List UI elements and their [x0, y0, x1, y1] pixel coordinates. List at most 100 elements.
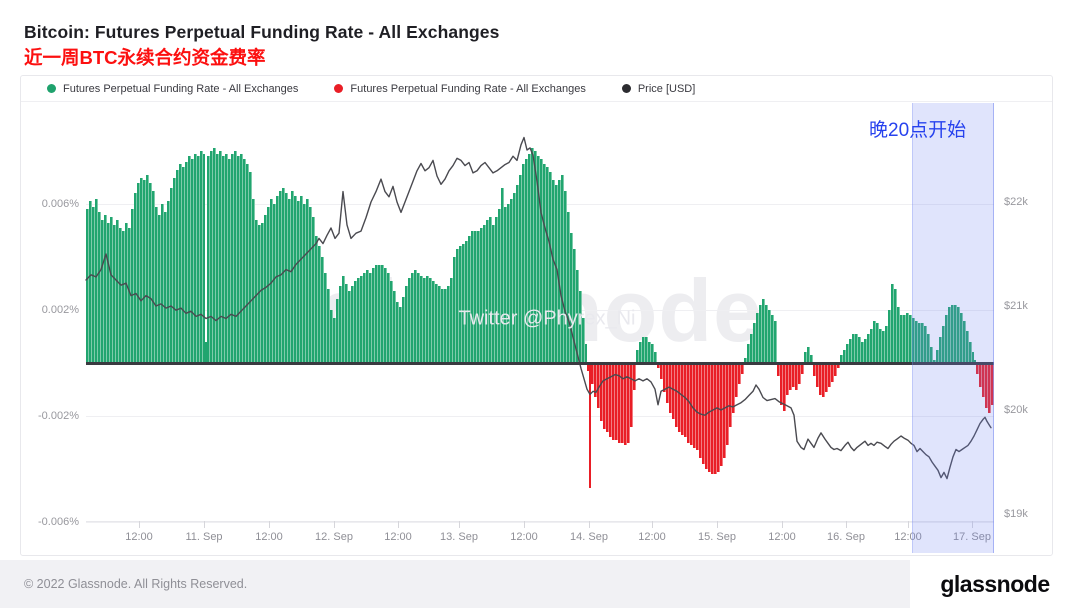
- funding-bar-positive: [225, 153, 228, 363]
- funding-bar-positive: [759, 304, 762, 363]
- funding-bar-positive: [480, 227, 483, 363]
- funding-bar-negative: [587, 363, 589, 371]
- funding-bar-positive: [651, 344, 654, 363]
- funding-bar-positive: [771, 315, 774, 363]
- funding-bar-positive: [378, 264, 381, 363]
- funding-bar-negative: [813, 363, 816, 377]
- funding-bar-positive: [639, 341, 642, 363]
- funding-bar-positive: [963, 320, 966, 363]
- funding-bar-positive: [315, 235, 318, 363]
- funding-bar-positive: [432, 280, 435, 363]
- funding-bar-positive: [912, 317, 915, 363]
- funding-bar-positive: [579, 291, 582, 363]
- funding-bar-positive: [894, 288, 897, 363]
- funding-bar-positive: [258, 225, 261, 363]
- price-line: [85, 136, 992, 480]
- funding-bar-positive: [300, 196, 303, 363]
- legend-item-funding-negative[interactable]: Futures Perpetual Funding Rate - All Exc…: [334, 83, 586, 95]
- funding-bar-positive: [234, 151, 237, 363]
- funding-bar-positive: [321, 257, 324, 363]
- legend-item-price[interactable]: Price [USD]: [621, 83, 695, 95]
- funding-bar-positive: [645, 336, 648, 363]
- funding-bar-positive: [197, 156, 200, 363]
- funding-bar-positive: [750, 333, 753, 363]
- funding-bar-positive: [495, 217, 498, 363]
- funding-bar-positive: [441, 288, 444, 363]
- funding-bar-positive: [369, 272, 372, 363]
- funding-bar-positive: [264, 214, 267, 363]
- funding-bar-negative: [789, 363, 792, 390]
- funding-bar-positive: [116, 219, 119, 363]
- funding-bar-positive: [489, 217, 492, 363]
- x-axis-tick: [204, 521, 205, 528]
- funding-bar-positive: [285, 193, 288, 363]
- funding-bar-positive: [167, 201, 170, 363]
- funding-bar-negative: [837, 363, 840, 369]
- x-axis-tick-label: 12. Sep: [315, 531, 353, 543]
- x-axis-line: [86, 521, 994, 522]
- funding-bar-positive: [843, 349, 846, 363]
- copyright-text: © 2022 Glassnode. All Rights Reserved.: [24, 577, 248, 591]
- funding-bar-positive: [89, 201, 92, 363]
- chart-plot-area: glassnode Twitter @Phyrex_Ni 晚20点开始 0.00…: [21, 102, 1052, 555]
- x-axis-tick: [269, 521, 270, 528]
- funding-bar-positive: [360, 275, 363, 363]
- funding-bar-positive: [885, 325, 888, 363]
- funding-bar-positive: [903, 315, 906, 363]
- x-axis-tick: [398, 521, 399, 528]
- funding-bar-positive: [468, 235, 471, 363]
- funding-bar-positive: [219, 151, 222, 363]
- funding-bar-positive: [270, 198, 273, 363]
- y-axis-left-tick-label: -0.002%: [38, 410, 79, 422]
- funding-bar-positive: [384, 267, 387, 363]
- funding-bar-positive: [228, 158, 231, 363]
- funding-bar-positive: [273, 204, 276, 363]
- funding-bar-positive: [429, 278, 432, 363]
- x-axis-tick-label: 12:00: [638, 531, 666, 543]
- funding-bar-positive: [203, 153, 205, 363]
- funding-bar-positive: [86, 209, 89, 363]
- funding-bar-positive: [110, 217, 113, 363]
- funding-bar-positive: [537, 156, 540, 363]
- funding-bar-positive: [852, 333, 855, 363]
- funding-bar-negative: [609, 363, 612, 438]
- funding-bar-positive: [324, 272, 327, 363]
- funding-bar-positive: [435, 283, 438, 363]
- funding-bar-negative: [600, 363, 603, 422]
- green-dot-icon: [47, 84, 56, 93]
- funding-bar-positive: [960, 312, 963, 363]
- funding-bar-negative: [780, 363, 783, 406]
- funding-bar-positive: [927, 333, 930, 363]
- funding-bar-positive: [924, 325, 927, 363]
- x-axis-tick-label: 12:00: [510, 531, 538, 543]
- funding-bar-positive: [855, 333, 858, 363]
- funding-bar-positive: [954, 304, 957, 363]
- funding-bar-positive: [318, 246, 321, 363]
- legend-item-funding-positive[interactable]: Futures Perpetual Funding Rate - All Exc…: [47, 83, 298, 95]
- funding-bar-negative: [657, 363, 660, 369]
- funding-bar-negative: [834, 363, 837, 377]
- funding-bar-negative: [792, 363, 795, 387]
- x-axis-tick: [908, 521, 909, 528]
- funding-bar-positive: [576, 270, 579, 363]
- funding-bar-negative: [672, 363, 675, 419]
- funding-bar-positive: [297, 201, 300, 363]
- funding-bar-negative: [711, 363, 714, 475]
- funding-bar-negative: [681, 363, 684, 435]
- funding-bar-negative: [735, 363, 738, 398]
- funding-bar-positive: [146, 174, 149, 363]
- x-axis-tick: [972, 521, 973, 528]
- funding-bar-positive: [957, 307, 960, 363]
- legend: Futures Perpetual Funding Rate - All Exc…: [21, 76, 1052, 102]
- funding-bar-positive: [342, 275, 345, 363]
- funding-bar-positive: [900, 315, 903, 363]
- funding-bar-positive: [552, 180, 555, 363]
- funding-bar-negative: [732, 363, 735, 414]
- funding-bar-positive: [765, 304, 768, 363]
- funding-bar-positive: [546, 166, 549, 363]
- funding-bar-positive: [768, 310, 771, 363]
- funding-bar-positive: [345, 283, 348, 363]
- x-axis-tick: [589, 521, 590, 528]
- funding-bar-negative: [630, 363, 633, 427]
- x-axis-tick-label: 16. Sep: [827, 531, 865, 543]
